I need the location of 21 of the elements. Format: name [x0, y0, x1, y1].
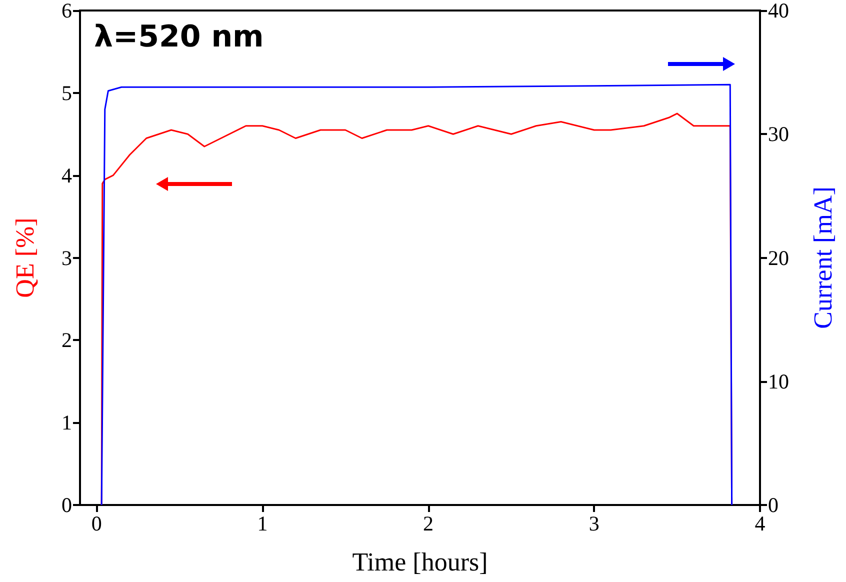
y2-axis-title: Current [mA] — [808, 186, 838, 329]
y-axis-title: QE [%] — [10, 218, 40, 298]
y-tick-label: 4 — [62, 163, 72, 188]
x-tick-label: 1 — [257, 512, 268, 536]
x-tick-label: 3 — [588, 512, 600, 536]
y-tick-label: 1 — [62, 410, 72, 435]
y2-tick-label: 20 — [768, 246, 789, 270]
y2-tick-label: 30 — [768, 122, 789, 146]
x-axis-title: Time [hours] — [352, 548, 488, 576]
y-tick-label: 3 — [62, 246, 72, 270]
y-tick-label: 0 — [62, 493, 72, 517]
y-tick-label: 2 — [62, 328, 72, 352]
y2-tick-label: 10 — [768, 369, 789, 394]
x-tick-label: 4 — [754, 512, 766, 536]
y2-tick-label: 40 — [768, 0, 789, 22]
annotation: λ=520 nm — [94, 20, 264, 54]
x-tick-label: 0 — [91, 512, 102, 536]
y-tick-label: 6 — [62, 0, 72, 22]
x-tick-label: 2 — [423, 512, 434, 536]
y2-tick-label: 0 — [768, 493, 778, 517]
y-tick-label: 5 — [62, 80, 72, 105]
